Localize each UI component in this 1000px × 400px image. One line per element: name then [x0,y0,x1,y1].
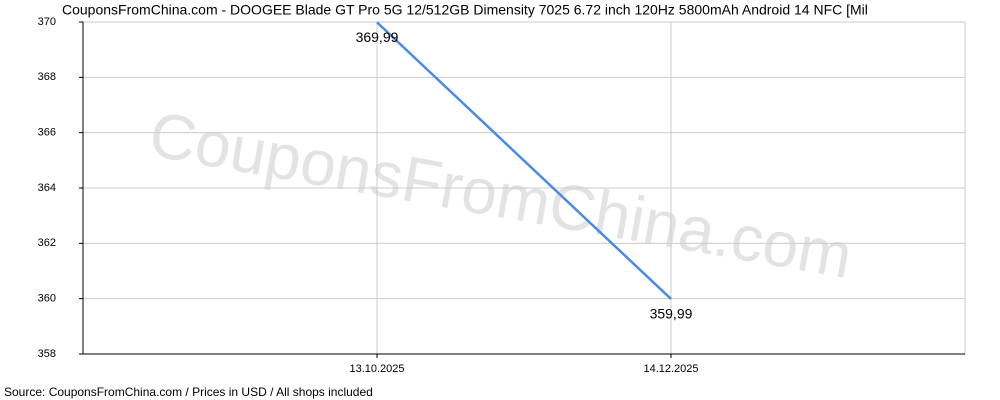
y-tick-label: 362 [38,237,56,249]
data-label: 369,99 [356,29,399,45]
y-tick-label: 364 [38,182,56,194]
y-tick-label: 366 [38,127,56,139]
chart-title: CouponsFromChina.com - DOOGEE Blade GT P… [62,2,868,18]
x-tick-label: 14.12.2025 [643,363,698,375]
y-tick-label: 368 [38,71,56,83]
source-note: Source: CouponsFromChina.com / Prices in… [4,385,373,399]
y-tick-label: 360 [38,293,56,305]
price-line [376,21,672,300]
y-tick-label: 358 [38,348,56,360]
y-tick-label: 370 [38,16,56,28]
x-tick-label: 13.10.2025 [349,363,404,375]
data-label: 359,99 [650,306,693,322]
